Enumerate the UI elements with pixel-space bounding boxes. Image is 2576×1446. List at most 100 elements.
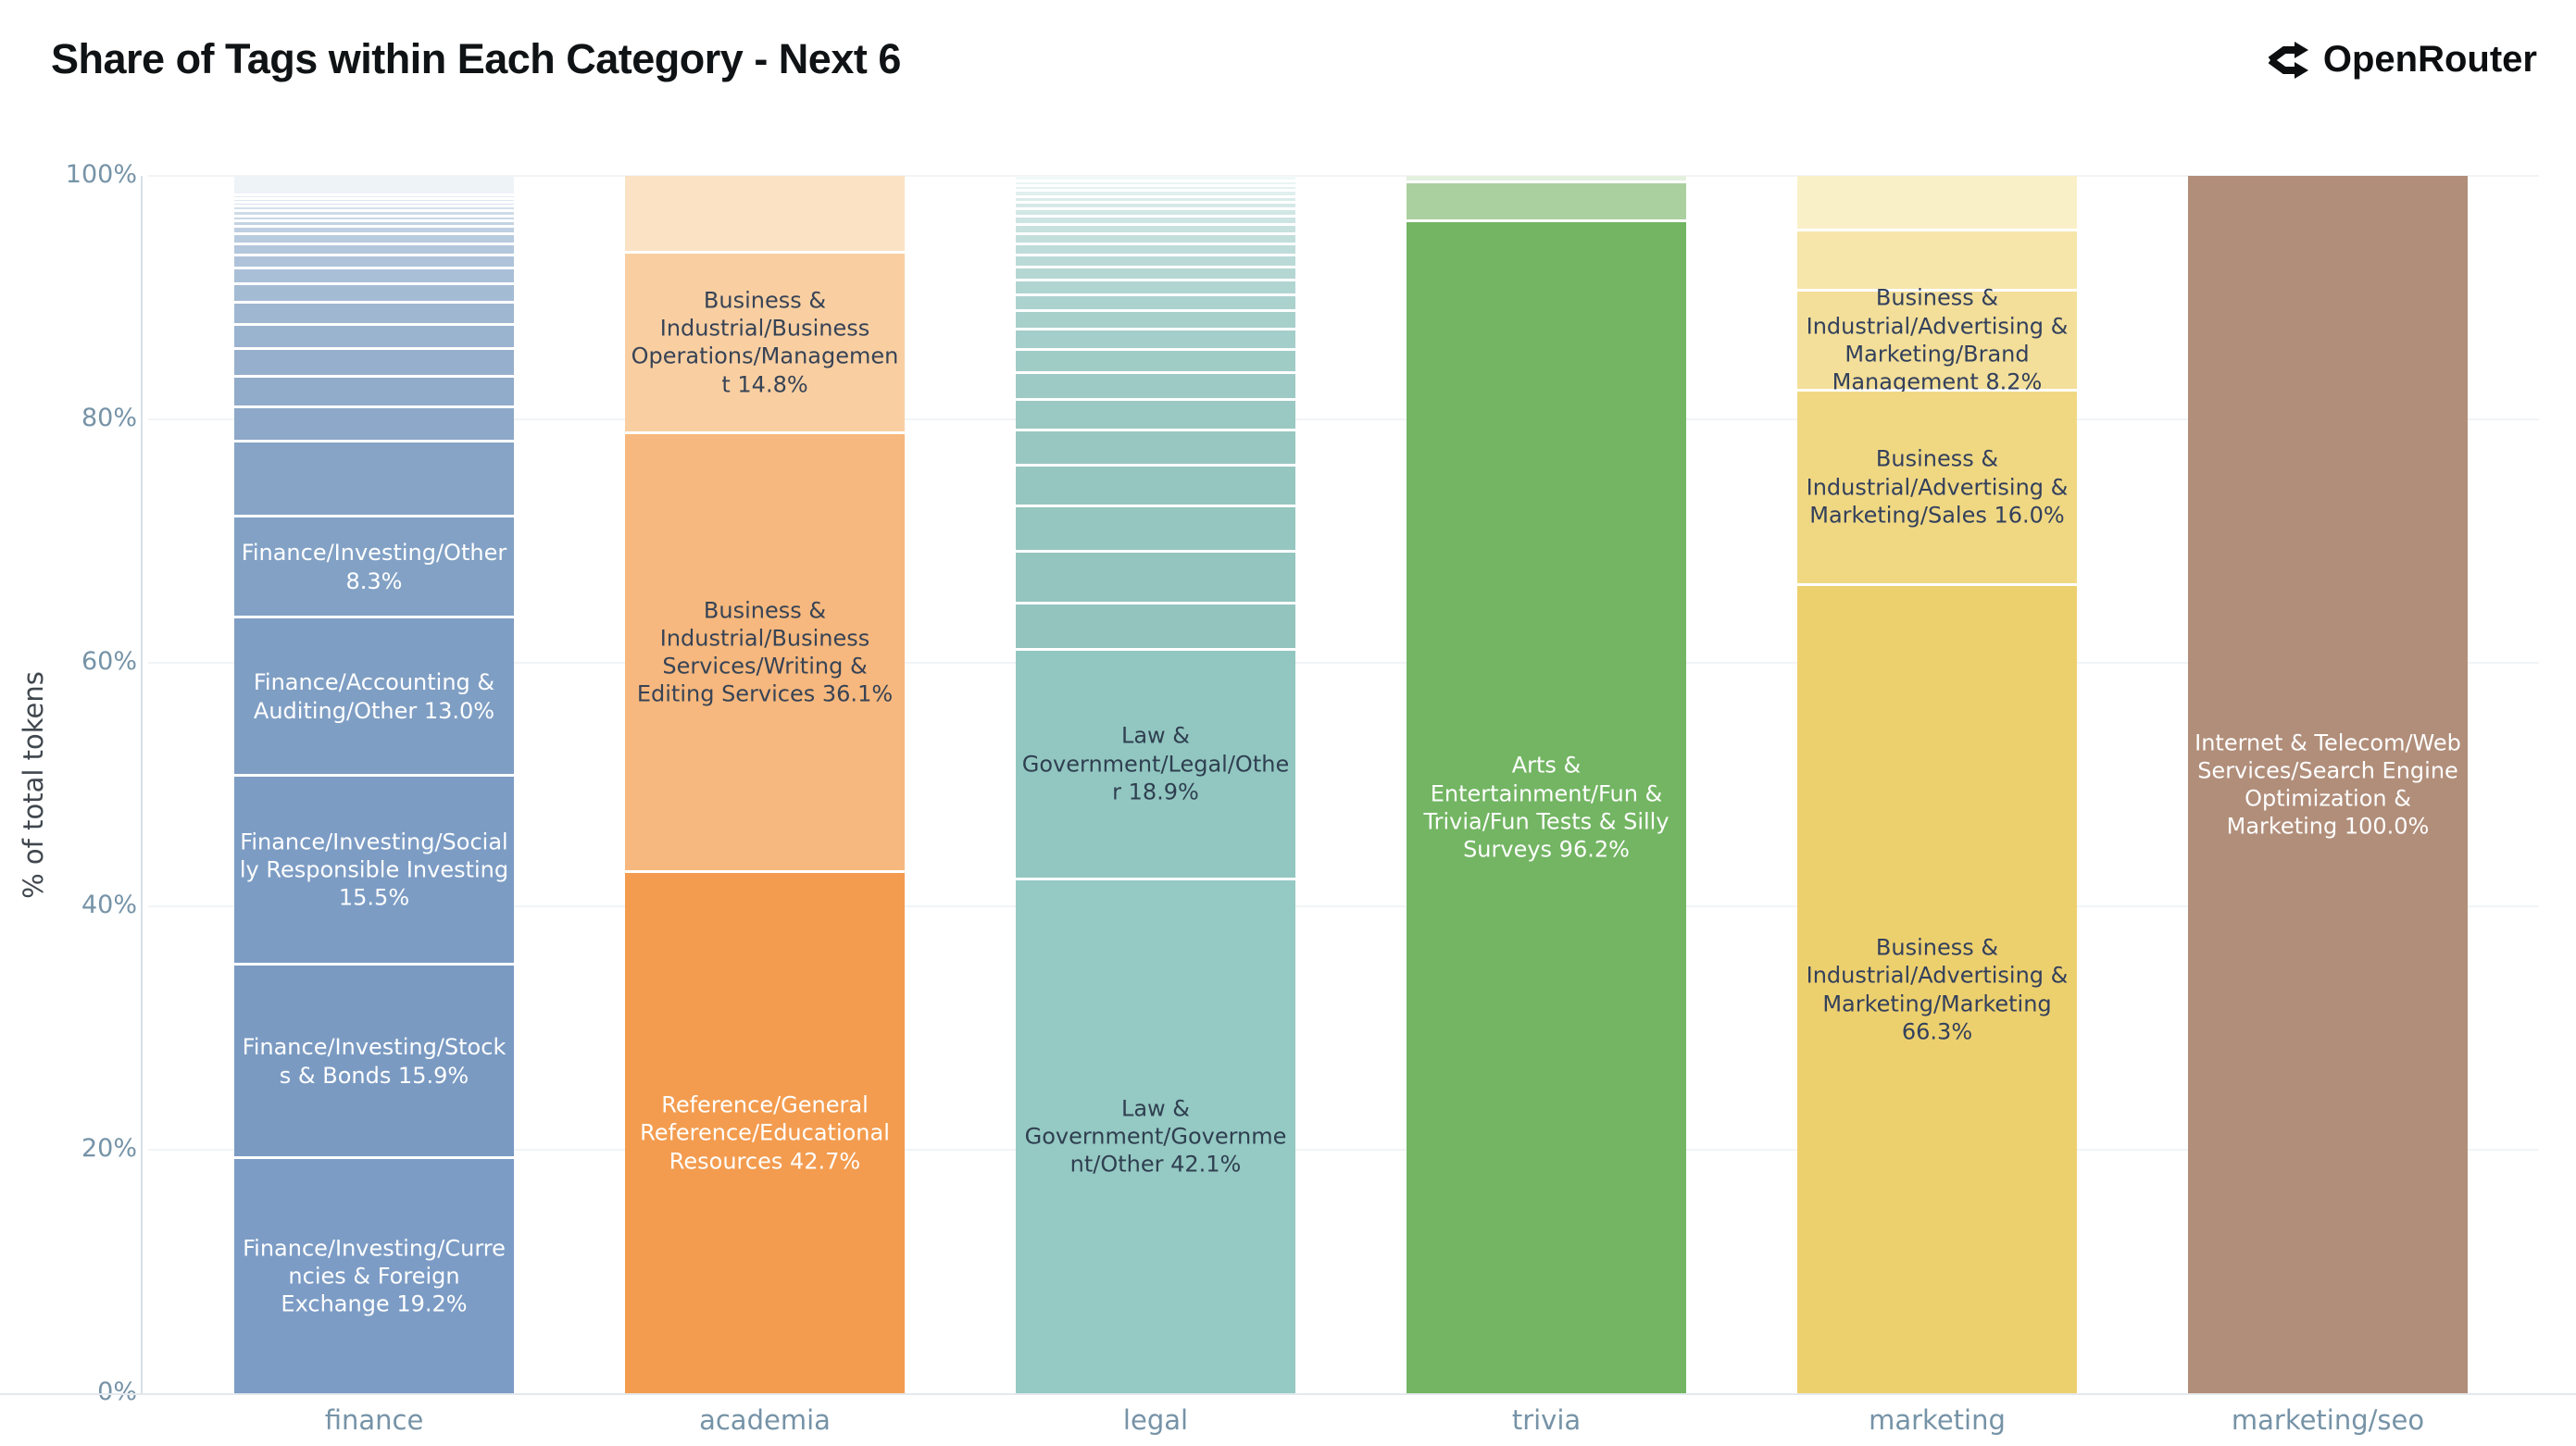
legal-minor-segment[interactable] bbox=[1016, 192, 1295, 198]
gridline bbox=[148, 1149, 2539, 1151]
segment-label: Business & Industrial/Business Operation… bbox=[631, 287, 899, 398]
finance-minor-segment[interactable] bbox=[234, 221, 514, 229]
legal-minor-segment[interactable] bbox=[1016, 217, 1295, 226]
finance-minor-segment[interactable] bbox=[234, 235, 514, 245]
finance-segment[interactable]: Finance/Investing/Socially Responsible I… bbox=[234, 777, 514, 966]
legal-minor-segment[interactable] bbox=[1016, 268, 1295, 282]
finance-minor-segment[interactable] bbox=[234, 217, 514, 222]
finance-minor-segment[interactable] bbox=[234, 228, 514, 236]
legal-minor-segment[interactable] bbox=[1016, 176, 1295, 182]
legal-minor-segment[interactable] bbox=[1016, 204, 1295, 210]
x-tick-label-finance: finance bbox=[324, 1404, 424, 1436]
finance-minor-segment[interactable] bbox=[234, 285, 514, 304]
segment-label: Law & Government/Government/Other 42.1% bbox=[1024, 1095, 1287, 1178]
finance-minor-segment[interactable] bbox=[234, 176, 514, 197]
segment-label: Finance/Investing/Other 8.3% bbox=[241, 540, 507, 594]
legal-minor-segment[interactable] bbox=[1016, 312, 1295, 330]
x-tick-label-academia: academia bbox=[699, 1404, 831, 1436]
gridline bbox=[148, 175, 2539, 177]
legal-minor-segment[interactable] bbox=[1016, 553, 1295, 605]
gridline bbox=[148, 662, 2539, 664]
marketing-seo-segment[interactable]: Internet & Telecom/Web Services/Search E… bbox=[2188, 176, 2468, 1393]
legal-minor-segment[interactable] bbox=[1016, 467, 1295, 507]
legal-minor-segment[interactable] bbox=[1016, 256, 1295, 268]
finance-minor-segment[interactable] bbox=[234, 196, 514, 201]
page-title: Share of Tags within Each Category - Nex… bbox=[51, 35, 901, 82]
legal-minor-segment[interactable] bbox=[1016, 430, 1295, 467]
gridline bbox=[148, 418, 2539, 420]
bar-marketing-seo: Internet & Telecom/Web Services/Search E… bbox=[2188, 176, 2468, 1393]
legal-minor-segment[interactable] bbox=[1016, 197, 1295, 205]
finance-segment[interactable]: Finance/Accounting & Auditing/Other 13.0… bbox=[234, 618, 514, 778]
legal-minor-segment[interactable] bbox=[1016, 281, 1295, 297]
finance-minor-segment[interactable] bbox=[234, 212, 514, 218]
academia-segment[interactable]: Business & Industrial/Business Services/… bbox=[625, 433, 905, 874]
legal-segment[interactable]: Law & Government/Government/Other 42.1% bbox=[1016, 880, 1295, 1393]
legal-segment[interactable]: Law & Government/Legal/Other 18.9% bbox=[1016, 650, 1295, 881]
x-axis-line bbox=[0, 1393, 2576, 1395]
segment-label: Internet & Telecom/Web Services/Search E… bbox=[2195, 729, 2461, 840]
segment-label: Reference/General Reference/Educational … bbox=[640, 1091, 890, 1175]
marketing-segment[interactable]: Business & Industrial/Advertising & Mark… bbox=[1797, 586, 2077, 1393]
bar-marketing: Business & Industrial/Advertising & Mark… bbox=[1797, 176, 2077, 1393]
segment-label: Law & Government/Legal/Other 18.9% bbox=[1021, 723, 1290, 805]
bar-legal: Law & Government/Legal/Other 18.9% Law & … bbox=[1016, 176, 1295, 1393]
finance-minor-segment[interactable] bbox=[234, 200, 514, 205]
finance-minor-segment[interactable] bbox=[234, 442, 514, 518]
y-tick-label: 100% bbox=[65, 160, 137, 189]
academia-segment[interactable]: Reference/General Reference/Educational … bbox=[625, 873, 905, 1393]
segment-label: Business & Industrial/Advertising & Mark… bbox=[1806, 934, 2069, 1045]
marketing-minor-segment[interactable] bbox=[1797, 231, 2077, 292]
legal-minor-segment[interactable] bbox=[1016, 235, 1295, 245]
academia-minor-segment[interactable] bbox=[625, 176, 905, 255]
legal-minor-segment[interactable] bbox=[1016, 330, 1295, 352]
finance-minor-segment[interactable] bbox=[234, 244, 514, 256]
legal-minor-segment[interactable] bbox=[1016, 604, 1295, 651]
legal-minor-segment[interactable] bbox=[1016, 296, 1295, 313]
trivia-minor-segment[interactable] bbox=[1407, 182, 1686, 222]
y-axis-title: % of total tokens bbox=[18, 671, 49, 899]
segment-label: Arts & Entertainment/Fun & Trivia/Fun Te… bbox=[1423, 752, 1669, 863]
legal-minor-segment[interactable] bbox=[1016, 225, 1295, 236]
trivia-segment[interactable]: Arts & Entertainment/Fun & Trivia/Fun Te… bbox=[1407, 221, 1686, 1393]
y-tick-label: 40% bbox=[81, 891, 137, 919]
segment-label: Business & Industrial/Advertising & Mark… bbox=[1806, 284, 2069, 395]
legal-minor-segment[interactable] bbox=[1016, 506, 1295, 554]
marketing-minor-segment[interactable] bbox=[1797, 176, 2077, 232]
y-tick-label: 0% bbox=[97, 1377, 137, 1406]
academia-segment[interactable]: Business & Industrial/Business Operation… bbox=[625, 254, 905, 434]
x-tick-label-marketing: marketing bbox=[1869, 1404, 2006, 1436]
legal-minor-segment[interactable] bbox=[1016, 351, 1295, 375]
legal-minor-segment[interactable] bbox=[1016, 181, 1295, 187]
finance-minor-segment[interactable] bbox=[234, 269, 514, 286]
legal-minor-segment[interactable] bbox=[1016, 374, 1295, 402]
finance-minor-segment[interactable] bbox=[234, 204, 514, 208]
finance-minor-segment[interactable] bbox=[234, 256, 514, 270]
finance-minor-segment[interactable] bbox=[234, 408, 514, 443]
finance-segment[interactable]: Finance/Investing/Stocks & Bonds 15.9% bbox=[234, 966, 514, 1160]
segment-label: Finance/Investing/Currencies & Foreign E… bbox=[243, 1235, 506, 1317]
brand-name: OpenRouter bbox=[2322, 39, 2537, 80]
finance-segment[interactable]: Finance/Investing/Other 8.3% bbox=[234, 517, 514, 619]
finance-minor-segment[interactable] bbox=[234, 207, 514, 213]
segment-label: Finance/Investing/Stocks & Bonds 15.9% bbox=[242, 1034, 506, 1089]
marketing-segment[interactable]: Business & Industrial/Advertising & Mark… bbox=[1797, 391, 2077, 587]
y-tick-label: 60% bbox=[81, 647, 137, 676]
bar-academia: Business & Industrial/Business Operation… bbox=[625, 176, 905, 1393]
marketing-segment[interactable]: Business & Industrial/Advertising & Mark… bbox=[1797, 285, 2077, 395]
gridline bbox=[148, 905, 2539, 907]
trivia-minor-segment[interactable] bbox=[1407, 176, 1686, 183]
legal-minor-segment[interactable] bbox=[1016, 186, 1295, 193]
finance-segment[interactable]: Finance/Investing/Currencies & Foreign E… bbox=[234, 1159, 514, 1393]
finance-minor-segment[interactable] bbox=[234, 303, 514, 326]
y-axis-line bbox=[141, 176, 143, 1393]
y-tick-label: 20% bbox=[81, 1134, 137, 1163]
finance-minor-segment[interactable] bbox=[234, 325, 514, 350]
legal-minor-segment[interactable] bbox=[1016, 401, 1295, 431]
finance-minor-segment[interactable] bbox=[234, 378, 514, 409]
legal-minor-segment[interactable] bbox=[1016, 244, 1295, 256]
finance-minor-segment[interactable] bbox=[234, 349, 514, 379]
legal-minor-segment[interactable] bbox=[1016, 209, 1295, 218]
openrouter-icon bbox=[2268, 41, 2308, 79]
